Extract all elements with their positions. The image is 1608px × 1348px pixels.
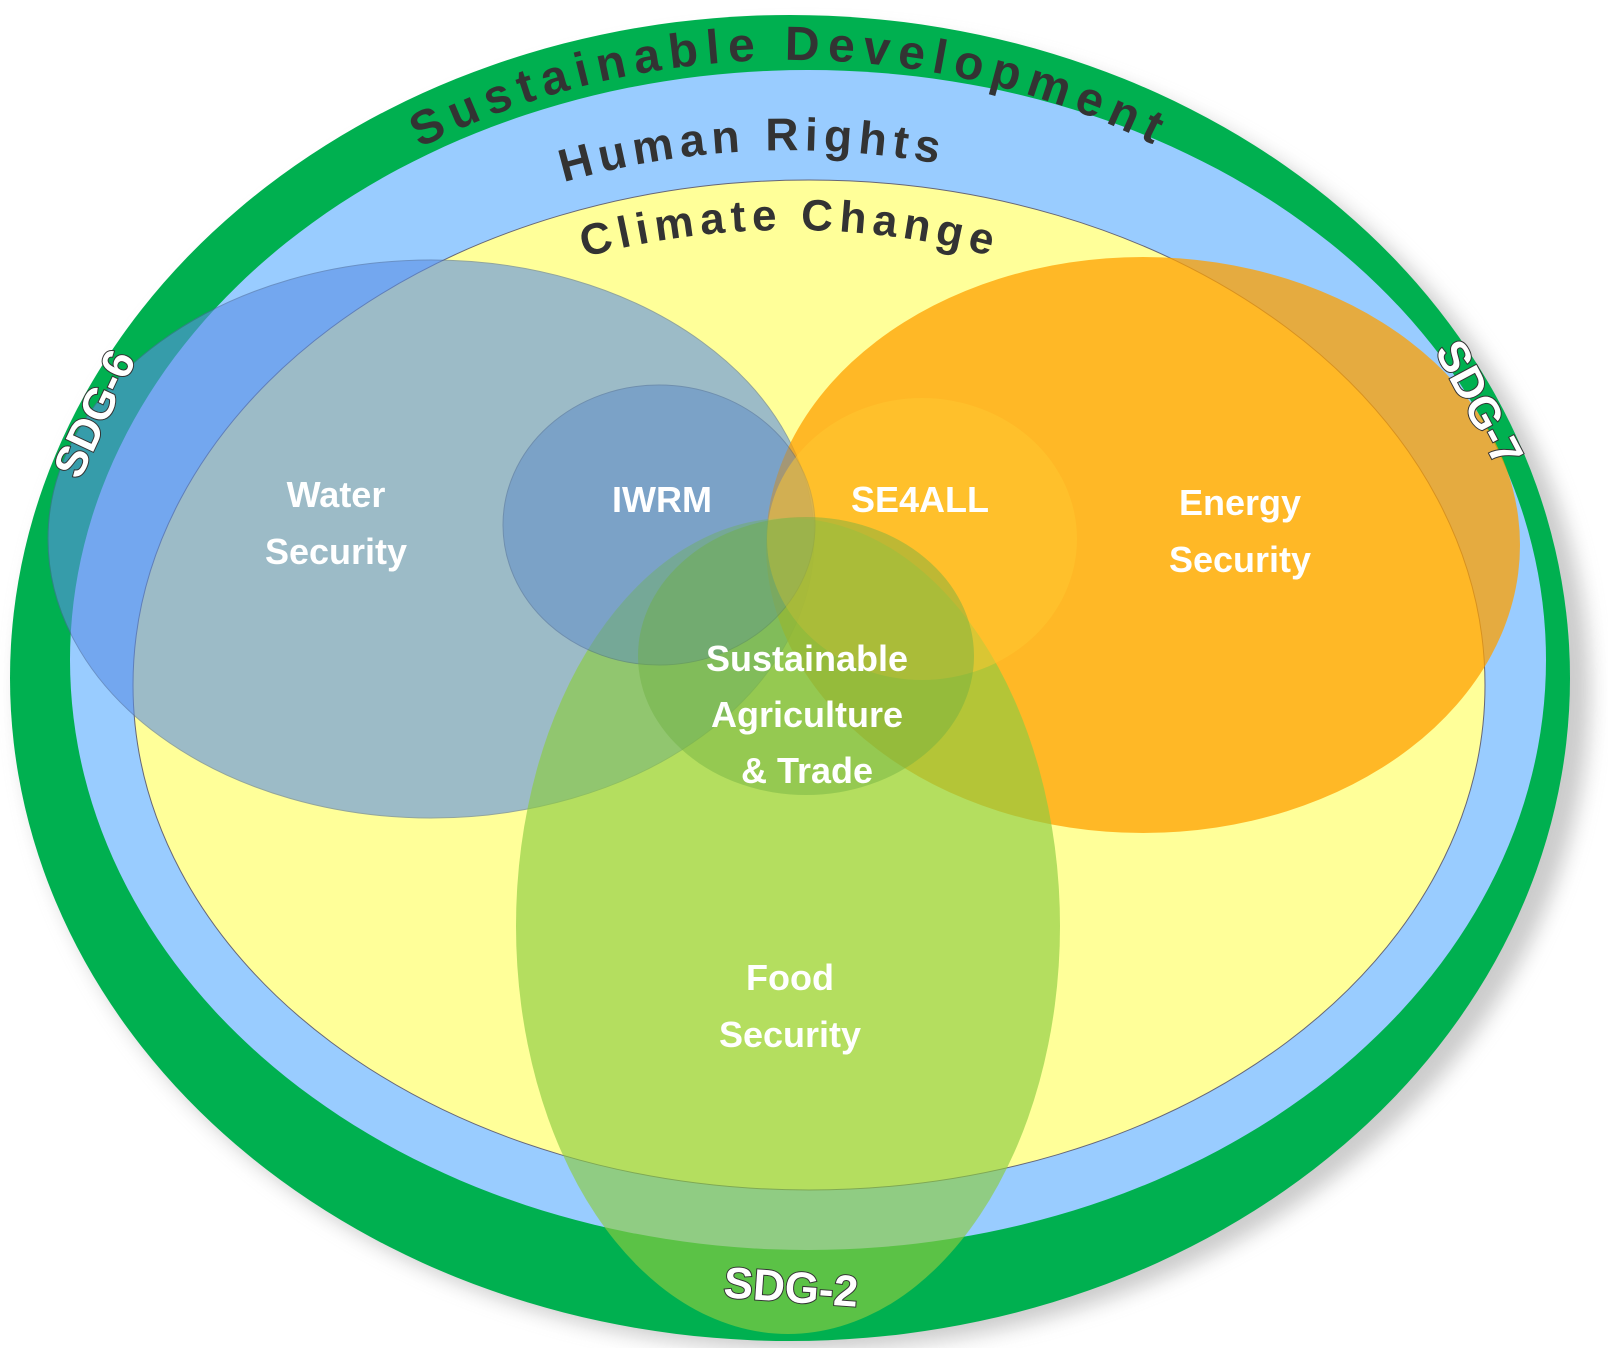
- food-set: [516, 518, 1060, 1334]
- region-label: Security: [1169, 539, 1311, 580]
- region-label: & Trade: [741, 750, 873, 791]
- region-label: Water: [287, 474, 386, 515]
- se4all-set: [767, 398, 1077, 680]
- region-label: Food: [746, 957, 834, 998]
- region-label: Security: [719, 1014, 861, 1055]
- sdg-label: SDG-2: [722, 1258, 860, 1316]
- region-label: SE4ALL: [851, 479, 989, 520]
- agriculture-set: [638, 517, 974, 795]
- region-label: Sustainable: [706, 638, 908, 679]
- region-label: Agriculture: [711, 694, 903, 735]
- labels: Water Security Energy Security Food Security I…: [265, 474, 1311, 1055]
- region-label: IWRM: [612, 479, 712, 520]
- region-label: Energy: [1179, 482, 1301, 523]
- region-label: Security: [265, 531, 407, 572]
